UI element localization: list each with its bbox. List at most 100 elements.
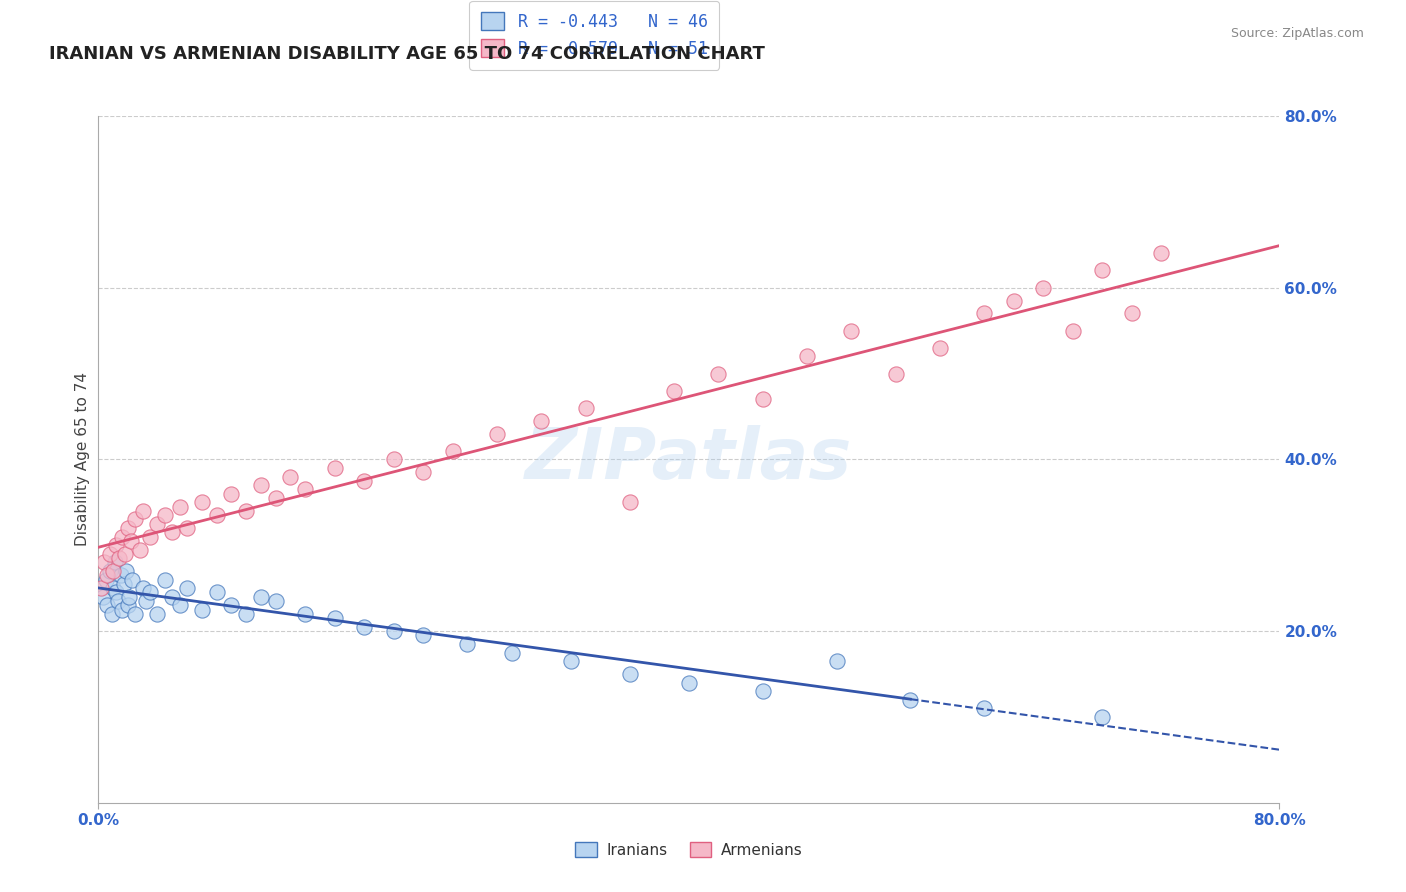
Point [104,555,127,570]
Point [146,516,169,531]
Point [120,533,142,548]
Point [169,500,191,514]
Point [98,547,121,561]
Point [117,521,139,535]
Point [205,585,228,599]
Point [486,426,509,441]
Point [124,512,146,526]
Point [619,495,641,509]
Point [100,607,122,621]
Point [382,624,405,639]
Point [707,367,730,381]
Point [664,384,686,398]
Point [107,594,129,608]
Point [1062,324,1084,338]
Point [176,521,198,535]
Point [146,607,169,621]
Point [235,504,257,518]
Point [103,564,125,578]
Point [110,568,132,582]
Point [96,568,118,582]
Point [501,646,523,660]
Point [105,585,128,599]
Point [91,590,114,604]
Point [115,564,138,578]
Point [124,607,146,621]
Point [1091,263,1114,277]
Legend: Iranians, Armenians: Iranians, Armenians [569,836,808,863]
Point [825,654,848,668]
Point [1032,280,1054,294]
Point [884,367,907,381]
Point [1121,306,1143,320]
Point [128,542,150,557]
Point [619,667,641,681]
Point [235,607,257,621]
Point [841,324,863,338]
Point [353,620,375,634]
Point [169,599,191,613]
Point [139,585,162,599]
Point [162,590,183,604]
Point [153,573,176,587]
Point [111,530,134,544]
Point [250,590,273,604]
Point [294,607,316,621]
Point [752,684,775,698]
Point [111,602,134,616]
Point [221,487,243,501]
Point [90,581,112,595]
Point [112,577,135,591]
Point [264,491,287,505]
Point [973,306,995,320]
Point [139,530,162,544]
Point [1002,293,1025,308]
Point [323,461,346,475]
Point [1091,710,1114,724]
Point [162,525,183,540]
Point [135,594,157,608]
Point [323,611,346,625]
Point [93,555,115,570]
Point [250,478,273,492]
Point [560,654,582,668]
Point [94,573,117,587]
Point [457,637,479,651]
Point [118,590,141,604]
Point [900,692,922,706]
Text: Source: ZipAtlas.com: Source: ZipAtlas.com [1230,27,1364,40]
Point [796,349,818,364]
Point [530,414,553,428]
Point [575,401,598,415]
Point [96,599,118,613]
Point [1150,246,1173,260]
Point [412,465,434,479]
Point [678,675,700,690]
Point [752,392,775,407]
Point [441,443,464,458]
Text: IRANIAN VS ARMENIAN DISABILITY AGE 65 TO 74 CORRELATION CHART: IRANIAN VS ARMENIAN DISABILITY AGE 65 TO… [49,45,765,62]
Point [205,508,228,523]
Point [98,564,121,578]
Point [264,594,287,608]
Point [103,581,125,595]
Point [117,599,139,613]
Point [153,508,176,523]
Point [105,538,128,552]
Point [412,628,434,642]
Point [191,495,214,509]
Point [294,483,316,497]
Point [132,504,155,518]
Point [973,701,995,715]
Point [353,474,375,488]
Point [280,469,302,483]
Point [114,547,136,561]
Point [132,581,155,595]
Point [191,602,214,616]
Y-axis label: Disability Age 65 to 74: Disability Age 65 to 74 [75,372,90,547]
Point [176,581,198,595]
Point [929,341,952,355]
Point [382,452,405,467]
Point [221,599,243,613]
Point [108,551,131,566]
